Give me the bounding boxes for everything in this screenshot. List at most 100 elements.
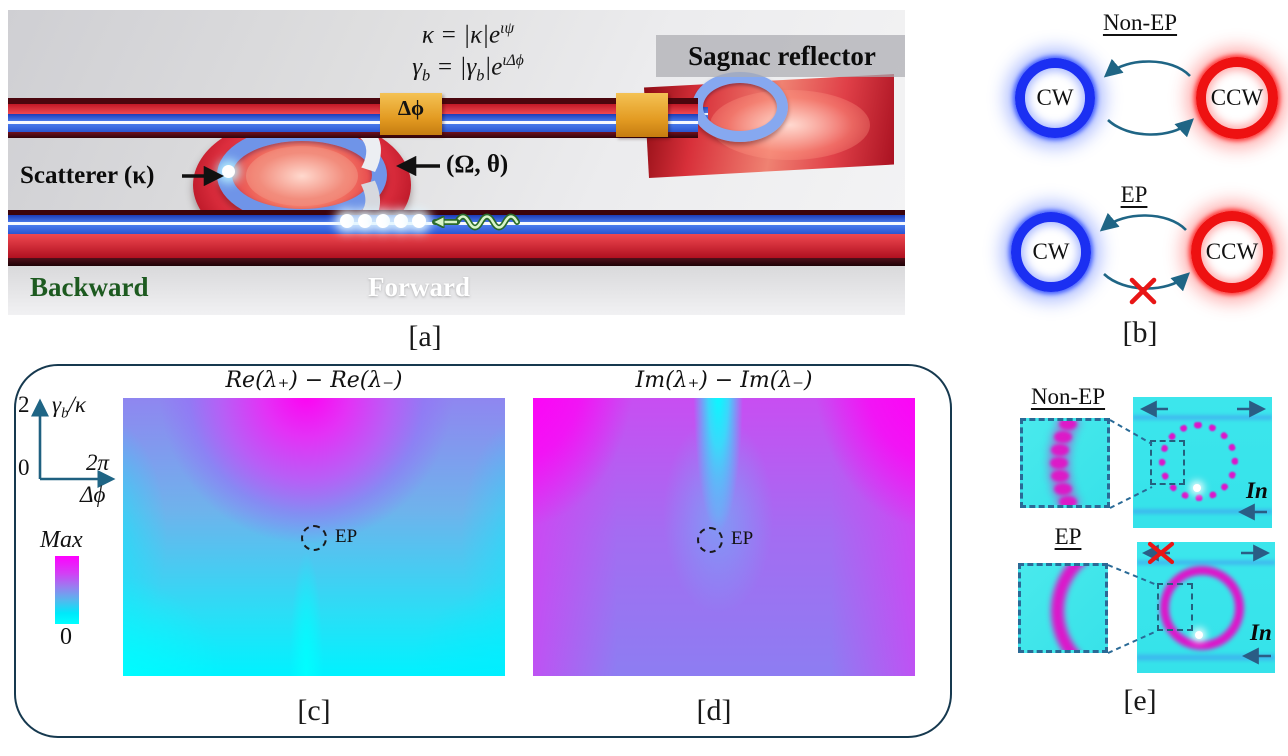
heatmap-c-ep-label: EP [335, 526, 358, 547]
axis-arrows [30, 398, 116, 489]
nonep-cw-ring: CW [1015, 58, 1095, 138]
ep-cw-ring: CW [1011, 212, 1091, 292]
standing-wave-dot [1059, 421, 1077, 430]
sim-top-waveguide [1133, 413, 1272, 422]
ep-in-label: In [1250, 620, 1272, 645]
axis-xlabel: Δϕ [80, 482, 106, 507]
nonep-ccw-label: CCW [1210, 85, 1264, 110]
forbidden-x-icon [1129, 277, 1157, 305]
equation-gamma-p2: = |γ [430, 53, 477, 81]
nonep-cw-label: CW [1036, 85, 1074, 110]
heatmap-d: EP [533, 398, 915, 676]
light-pulse-dot [394, 214, 408, 228]
colorbar-min-label: 0 [60, 624, 72, 650]
caption-c: [c] [297, 694, 331, 727]
colorbar-max-label: Max [40, 527, 83, 553]
bottom-waveguide-red [8, 234, 905, 258]
standing-wave-dot [1051, 444, 1069, 456]
standing-wave-dot [1050, 457, 1068, 469]
equation-kappa-exponent: ιψ [500, 20, 515, 37]
caption-d: [d] [696, 694, 732, 727]
nonep-inset [1020, 418, 1110, 508]
nonep-inset-connectors [1109, 419, 1153, 509]
panel-b-nonep-title: Non-EP [1102, 10, 1178, 35]
axis-ylabel-sub: b [61, 405, 69, 422]
floor-lower [8, 266, 905, 315]
sagnac-reflector-label-box: Sagnac reflector [656, 35, 905, 77]
heatmap-c: EP [123, 398, 505, 676]
colorbar [55, 556, 79, 624]
omega-theta-label: (Ω, θ) [446, 151, 509, 178]
sim-bottom-waveguide [1133, 507, 1272, 516]
axis-xmax: 2π [86, 450, 110, 475]
scatterer-label: Scatterer (κ) [20, 162, 155, 189]
axis-ylabel: γb/κ [52, 392, 86, 423]
light-pulse-dot [358, 214, 372, 228]
bottom-waveguide-maroon [8, 210, 905, 215]
axis-origin: 0 [18, 455, 30, 480]
equation-gamma: γb = |γb|eιΔϕ [328, 52, 608, 85]
equation-gamma-p3: |e [484, 53, 503, 81]
caption-e: [e] [1123, 684, 1157, 717]
light-pulse-dot [412, 214, 426, 228]
equation-gamma-sub2: b [476, 66, 485, 85]
phase-shifter-label: Δϕ [397, 96, 425, 120]
ep-inset [1018, 563, 1108, 653]
nonep-simulation [1133, 397, 1272, 528]
standing-wave-dot [1054, 431, 1072, 443]
traveling-wave-arc [1051, 566, 1105, 650]
heatmap-c-title: Re(λ₊) − Re(λ₋) [225, 368, 403, 393]
top-waveguide-red [8, 104, 698, 114]
axis-ylabel-rest: /κ [68, 392, 86, 417]
ep-zoom-region-box [1157, 583, 1193, 631]
top-waveguide-maroon [8, 98, 698, 104]
omega-theta-arrow [395, 155, 440, 177]
equation-kappa: κ = |κ|eιψ [328, 20, 608, 49]
backward-label: Backward [30, 272, 149, 302]
standing-wave-dot [1051, 470, 1069, 482]
standing-wave-dot [1059, 496, 1077, 505]
equation-gamma-p1: γ [412, 53, 423, 81]
panel-b-ep-title: EP [1120, 182, 1148, 207]
nonep-field-ring [1159, 422, 1238, 501]
sim-top-waveguide [1137, 558, 1275, 567]
bottom-waveguide-shadow [8, 258, 905, 266]
equation-gamma-sub1: b [422, 66, 431, 85]
ep-field-ring [1160, 566, 1244, 650]
sagnac-reflector-label: Sagnac reflector [688, 40, 876, 71]
sim-scatterer-dot [1195, 631, 1203, 639]
ep-cw-label: CW [1032, 239, 1070, 264]
top-waveguide-core [8, 121, 698, 124]
heatmap-d-title: Im(λ₊) − Im(λ₋) [635, 368, 813, 393]
blocked-backward-x-icon [1147, 541, 1175, 565]
equation-gamma-exponent: ιΔϕ [502, 52, 524, 69]
heatmap-c-ep-marker [301, 525, 327, 551]
ep-ccw-ring: CCW [1191, 211, 1273, 293]
sagnac-coupler-box [616, 93, 668, 137]
scatterer-dot [222, 165, 235, 178]
nonep-coupling-arrows [1103, 58, 1194, 138]
nonep-zoom-region-box [1150, 440, 1185, 485]
equation-kappa-base: κ = |κ|e [421, 21, 501, 49]
light-pulse-dot [340, 214, 354, 228]
panel-a-render: Δϕ κ = |κ|eιψ γb = |γb|eιΔϕ [8, 10, 905, 315]
top-waveguide-shadow [8, 132, 698, 138]
ep-sim-arrows [1141, 541, 1271, 665]
ep-inset-connectors [1107, 564, 1158, 654]
sim-bottom-waveguide [1137, 652, 1275, 663]
panel-e-ep-title: EP [1054, 524, 1082, 549]
heatmap-d-ep-marker [697, 527, 723, 553]
sim-scatterer-dot [1193, 484, 1201, 492]
panel-e-nonep-title: Non-EP [1030, 384, 1106, 409]
panel-cd-border [14, 364, 952, 738]
nonep-sim-arrows [1139, 400, 1267, 521]
ep-coupling-arrows [1099, 212, 1190, 305]
standing-wave-dot [1054, 483, 1072, 495]
light-pulse-dot [376, 214, 390, 228]
ep-ccw-label: CCW [1205, 239, 1259, 264]
axis-ymax: 2 [18, 392, 30, 417]
nonep-ccw-ring: CCW [1196, 57, 1278, 139]
caption-b: [b] [1122, 316, 1158, 349]
input-wave-arrow [432, 213, 520, 231]
